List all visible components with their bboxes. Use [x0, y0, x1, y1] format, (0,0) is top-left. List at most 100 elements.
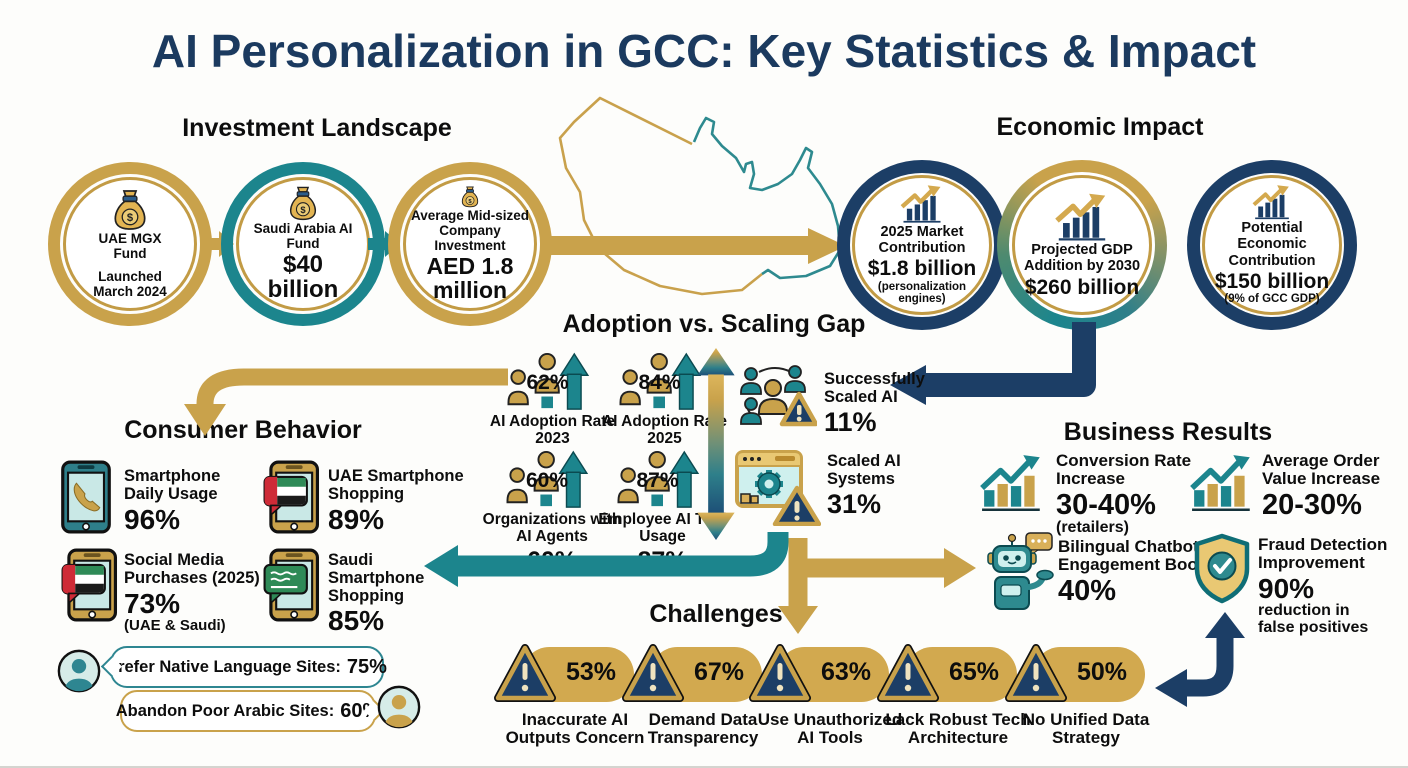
robot-icon: [987, 532, 1054, 610]
adoption-label: Organizations with AI Agents: [482, 511, 622, 545]
scaled-value: 11%: [824, 407, 877, 438]
warning-triangle-icon: [749, 644, 811, 702]
business-item-conversion: Conversion Rate Increase 30-40% (retaile…: [1056, 451, 1201, 537]
challenge-label: Inaccurate AI Outputs Concern: [505, 710, 645, 748]
consumer-label: Social Media Purchases (2025): [124, 551, 260, 587]
scaled-ai-item: Successfully Scaled AI 11%: [824, 370, 936, 438]
circle-title: Average Mid-sized Company Investment: [410, 207, 530, 253]
warning-triangle-icon: [1005, 644, 1067, 702]
consumer-heading: Consumer Behavior: [124, 416, 362, 444]
consumer-label: Smartphone Daily Usage: [124, 467, 221, 503]
arrow-challenges-feedback: [1155, 612, 1245, 707]
svg-text:$: $: [300, 204, 306, 215]
business-label: Fraud Detection Improvement: [1258, 535, 1388, 573]
smartphone-uae-flag-icon: [61, 548, 118, 622]
arrow-scaling-to-consumer: [424, 532, 789, 587]
adoption-stat-2023: 62% AI Adoption Rate 2023: [480, 352, 625, 447]
business-item-aov: Average Order Value Increase 20-30%: [1262, 451, 1397, 520]
business-label: Bilingual Chatbot Engagement Boost: [1058, 537, 1213, 575]
challenge-pct: 50%: [1077, 658, 1128, 686]
business-value: 90%: [1258, 572, 1315, 604]
adoption-label: AI Adoption Rate 2025: [601, 413, 728, 447]
bubble-text: Prefer Native Language Sites:: [107, 657, 341, 676]
business-note: (retailers): [1056, 519, 1129, 537]
challenge-label: Demand Data Transparency: [647, 710, 759, 748]
svg-text:$: $: [127, 213, 134, 225]
challenge-label: Lack Robust Tech Architecture: [885, 710, 1031, 748]
gcc-map-outline: [558, 96, 842, 296]
circle-value: $150 billion: [1214, 269, 1330, 293]
circle-title: UAE MGX Fund: [98, 231, 162, 262]
scaled-label: Scaled AI Systems: [827, 452, 901, 489]
scaled-value: 31%: [827, 489, 882, 520]
people-growth-icon: [619, 352, 701, 410]
business-item-fraud: Fraud Detection Improvement 90% reductio…: [1258, 535, 1398, 637]
business-note: reduction in false positives: [1258, 602, 1369, 637]
economic-circle-market: 2025 Market Contribution $1.8 billion (p…: [837, 160, 1007, 330]
money-bag-icon: $: [114, 190, 146, 231]
arrow-economic-to-scaling: [890, 322, 1096, 405]
chart-growth-icon: [1055, 193, 1106, 241]
bar-chart-up-icon: [1190, 455, 1250, 512]
challenge-pct: 63%: [821, 658, 872, 686]
bottom-edge: [0, 766, 1408, 768]
circle-value: $40 billion: [267, 251, 339, 303]
avatar-icon: [57, 649, 101, 693]
challenge-pct: 53%: [566, 658, 617, 686]
business-label: Conversion Rate Increase: [1056, 451, 1192, 489]
scaled-label: Successfully Scaled AI: [824, 370, 925, 407]
adoption-pct: 87%: [636, 469, 679, 492]
bar-chart-up-icon: [980, 455, 1040, 512]
circle-label: Projected GDP Addition by 2030: [1023, 242, 1141, 275]
team-warning-icon: [740, 365, 817, 427]
people-growth-icon: [506, 450, 589, 508]
smartphone-call-icon: [61, 460, 111, 534]
avatar-icon: [377, 685, 421, 729]
bubble-native-language: Prefer Native Language Sites: 75%: [100, 646, 387, 688]
warning-triangle-icon: [494, 644, 556, 702]
adoption-label: Employee AI Tool Usage: [598, 511, 727, 545]
chart-growth-icon: [900, 185, 941, 223]
money-bag-icon: $: [461, 186, 479, 208]
challenges-heading: Challenges: [649, 600, 783, 628]
consumer-value: 85%: [328, 605, 385, 637]
smartphone-uae-flag-icon: [263, 460, 320, 534]
bubble-value: 75%: [346, 655, 387, 678]
consumer-item-saudi-shopping: Saudi Smartphone Shopping 85%: [328, 551, 443, 637]
consumer-item-daily-usage: Smartphone Daily Usage 96%: [124, 467, 244, 535]
adoption-pct: 62%: [526, 371, 569, 394]
economic-heading: Economic Impact: [996, 113, 1204, 141]
business-heading: Business Results: [1063, 418, 1273, 446]
bubble-abandon-arabic: Abandon Poor Arabic Sites: 60%: [116, 690, 386, 732]
money-bag-icon: $: [289, 186, 317, 221]
circle-note: (9% of GCC GDP): [1224, 293, 1320, 306]
circle-value: AED 1.8 million: [426, 253, 514, 303]
scaled-systems-item: Scaled AI Systems 31%: [827, 452, 932, 520]
consumer-value: 89%: [328, 503, 385, 535]
challenge-pct: 65%: [949, 658, 1000, 686]
circle-note: (personalization engines): [877, 280, 967, 306]
investment-circle-saudi-fund: $ Saudi Arabia AI Fund $40 billion: [221, 162, 385, 326]
circle-label: 2025 Market Contribution: [878, 223, 966, 257]
circle-subtitle: Launched March 2024: [93, 268, 167, 299]
adoption-heading: Adoption vs. Scaling Gap: [562, 310, 866, 338]
system-warning-icon: [735, 450, 821, 526]
circle-title: Saudi Arabia AI Fund: [253, 220, 353, 251]
circle-label: Potential Economic Contribution: [1228, 220, 1316, 269]
arrow-to-consumer: [184, 368, 508, 436]
smartphone-saudi-flag-icon: [263, 548, 320, 622]
challenge-label: Use Unauthorized AI Tools: [757, 710, 903, 748]
arrow-invest-to-economic: [548, 228, 846, 264]
business-item-chatbot: Bilingual Chatbot Engagement Boost 40%: [1058, 537, 1223, 606]
economic-circle-gdp: Projected GDP Addition by 2030 $260 bill…: [997, 160, 1167, 330]
consumer-item-uae-shopping: UAE Smartphone Shopping 89%: [328, 467, 468, 535]
svg-text:$: $: [468, 199, 472, 205]
investment-heading: Investment Landscape: [182, 114, 452, 142]
circle-value: $260 billion: [1024, 275, 1140, 299]
consumer-value: 96%: [124, 503, 181, 535]
challenge-label: No Unified Data Strategy: [1022, 710, 1150, 748]
arrow-to-challenges-business: [778, 538, 976, 634]
business-label: Average Order Value Increase: [1262, 451, 1381, 489]
adoption-pct: 60%: [526, 469, 569, 492]
